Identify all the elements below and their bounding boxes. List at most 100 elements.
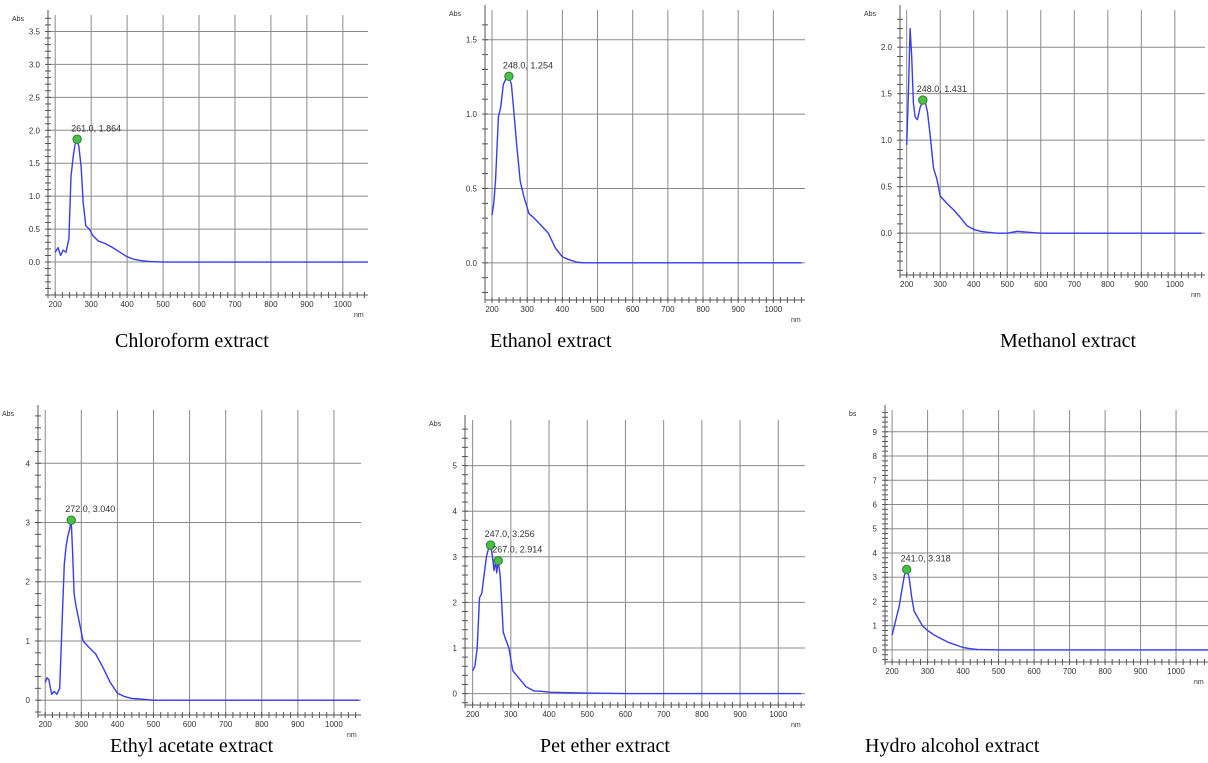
- x-tick-label: 800: [1098, 667, 1112, 676]
- chart-pet-ether: 200 300 400 500 600 700 800 900 1000 0 1 2 3 4 5 Abs nm 2…: [420, 400, 805, 763]
- x-tick-label: 900: [732, 305, 746, 314]
- peak-label: 272.0, 3.040: [65, 504, 115, 514]
- x-tick-label: 700: [661, 305, 675, 314]
- x-tick-label: 700: [1068, 280, 1082, 289]
- x-tick-label: 700: [657, 710, 671, 719]
- x-tick-label: 1000: [325, 720, 343, 729]
- x-tick-label: 400: [111, 720, 125, 729]
- y-tick-label: 1: [26, 637, 31, 646]
- x-axis-label: nm: [354, 312, 364, 319]
- y-axis-label: Abs: [864, 11, 877, 18]
- y-tick-label: 8: [873, 452, 878, 461]
- chart-chloroform: 200 300 400 500 600 700 800 900 1000 0.0 0.5 1.0 1.5…: [0, 5, 380, 352]
- x-tick-label: 900: [1134, 667, 1148, 676]
- x-tick-label: 1000: [1166, 280, 1184, 289]
- x-tick-label: 300: [921, 667, 935, 676]
- x-tick-label: 600: [626, 305, 640, 314]
- y-axis-label: Abs: [449, 11, 462, 18]
- y-tick-label: 1.0: [881, 136, 893, 145]
- peak-marker: [901, 564, 912, 575]
- x-tick-label: 500: [591, 305, 605, 314]
- x-tick-label: 700: [228, 300, 242, 309]
- y-tick-label: 6: [873, 501, 878, 510]
- x-tick-label: 400: [120, 300, 134, 309]
- chart-methanol: 200 300 400 500 600 700 800 900 1000 0.0 0.5 1.0 1.5…: [855, 5, 1208, 352]
- x-tick-label: 900: [733, 710, 747, 719]
- y-tick-label: 3: [453, 553, 458, 562]
- peak-label: 241.0, 3.318: [901, 553, 951, 563]
- peak-label: 267.0, 2.914: [492, 545, 542, 555]
- x-tick-label: 800: [696, 305, 710, 314]
- y-tick-label: 0.5: [881, 183, 893, 192]
- y-axis-label: Abs: [12, 16, 25, 23]
- chart-caption: Methanol extract: [1000, 330, 1137, 352]
- y-tick-label: 1.5: [466, 36, 478, 45]
- y-tick-label: 2: [873, 597, 878, 606]
- x-tick-label: 400: [542, 710, 556, 719]
- x-tick-label: 500: [1001, 280, 1015, 289]
- peak-label: 248.0, 1.431: [917, 84, 967, 94]
- chart-caption: Ethyl acetate extract: [110, 735, 274, 757]
- spectrum-line: [491, 75, 802, 264]
- x-tick-label: 600: [183, 720, 197, 729]
- x-tick-label: 1000: [1167, 667, 1185, 676]
- chart-caption: Chloroform extract: [115, 330, 269, 352]
- x-tick-label: 400: [556, 305, 570, 314]
- y-tick-label: 0.5: [466, 184, 478, 193]
- y-axis-label: Abs: [429, 421, 442, 428]
- spectrum-line: [44, 519, 360, 701]
- peak-marker: [72, 134, 82, 144]
- y-tick-label: 9: [873, 428, 878, 437]
- x-tick-label: 500: [147, 720, 161, 729]
- x-tick-label: 1000: [764, 305, 782, 314]
- x-axis-label: nm: [1191, 292, 1201, 299]
- x-tick-label: 900: [300, 300, 314, 309]
- x-tick-label: 800: [255, 720, 269, 729]
- y-tick-label: 1.5: [29, 159, 41, 168]
- x-tick-label: 400: [967, 280, 981, 289]
- x-tick-label: 500: [992, 667, 1006, 676]
- x-tick-label: 1000: [769, 710, 787, 719]
- x-tick-label: 1000: [334, 300, 352, 309]
- y-tick-label: 4: [26, 459, 31, 468]
- x-axis-label: nm: [347, 732, 357, 739]
- y-tick-label: 0.0: [881, 229, 893, 238]
- x-tick-label: 300: [521, 305, 535, 314]
- spectrum-line: [471, 544, 802, 695]
- y-tick-label: 2: [453, 598, 458, 607]
- peak-marker: [66, 515, 76, 525]
- y-tick-label: 7: [873, 476, 878, 485]
- peak-label: 247.0, 3.256: [485, 529, 535, 539]
- spectrum-line: [906, 27, 1202, 234]
- y-tick-label: 5: [873, 525, 878, 534]
- peak-marker: [918, 95, 928, 105]
- y-tick-label: 5: [453, 462, 458, 471]
- x-tick-label: 900: [291, 720, 305, 729]
- x-tick-label: 800: [264, 300, 278, 309]
- x-axis-label: nm: [1194, 679, 1204, 686]
- x-tick-label: 500: [581, 710, 595, 719]
- peak-marker: [504, 71, 514, 82]
- x-axis-label: nm: [791, 722, 801, 729]
- chart-hydro-alcohol: 200 300 400 500 600 700 800 900 1000 0 1 2 3 4 5 6 7 8 9 bs…: [840, 395, 1208, 763]
- chart-caption: Hydro alcohol extract: [865, 735, 1040, 757]
- x-tick-label: 800: [695, 710, 709, 719]
- chart-svg: 200 300 400 500 600 700 800 900 1000 0 1 2 3 4 Abs nm 27…: [2, 405, 361, 739]
- chart-svg: 200 300 400 500 600 700 800 900 1000 0.0 0.5 1.0 1.5…: [449, 5, 805, 324]
- x-tick-label: 200: [39, 720, 53, 729]
- chart-svg: 200 300 400 500 600 700 800 900 1000 0 1 2 3 4 5 Abs nm 2…: [429, 415, 805, 729]
- y-tick-label: 2.0: [29, 126, 41, 135]
- peak-marker: [493, 556, 503, 566]
- x-tick-label: 200: [49, 300, 63, 309]
- y-tick-label: 2.5: [29, 93, 41, 102]
- y-tick-label: 2: [26, 578, 31, 587]
- x-tick-label: 300: [934, 280, 948, 289]
- y-tick-label: 3.0: [29, 60, 41, 69]
- peak-label: 248.0, 1.254: [503, 60, 553, 70]
- x-tick-label: 600: [1027, 667, 1041, 676]
- x-tick-label: 700: [219, 720, 233, 729]
- x-tick-label: 300: [84, 300, 98, 309]
- y-tick-label: 1.5: [881, 90, 893, 99]
- y-tick-label: 0: [873, 646, 878, 655]
- x-tick-label: 900: [1135, 280, 1149, 289]
